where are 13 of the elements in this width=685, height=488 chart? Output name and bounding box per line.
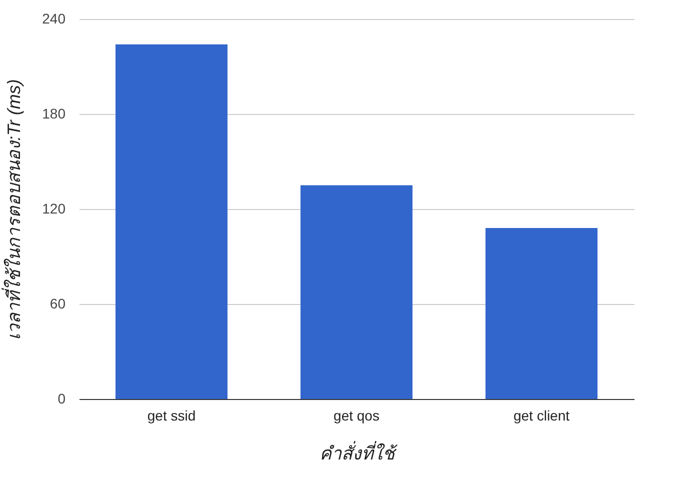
x-tick-label: get qos [334, 408, 380, 424]
bar [116, 44, 228, 399]
y-tick-label: 0 [58, 390, 66, 406]
y-tick-label: 180 [42, 106, 66, 122]
x-tick-label: get client [513, 408, 570, 424]
bar [486, 228, 598, 399]
x-tick-label: get ssid [147, 408, 196, 424]
x-axis-title: คำสั่งที่ใช้ [320, 440, 398, 464]
y-axis-title: เวลาที่ใช้ในการตอบสนอง:Tr (ms) [1, 79, 24, 340]
y-tick-label: 60 [50, 296, 66, 312]
bar [300, 185, 412, 399]
y-tick-label: 120 [42, 200, 66, 216]
y-tick-label: 240 [42, 10, 66, 26]
